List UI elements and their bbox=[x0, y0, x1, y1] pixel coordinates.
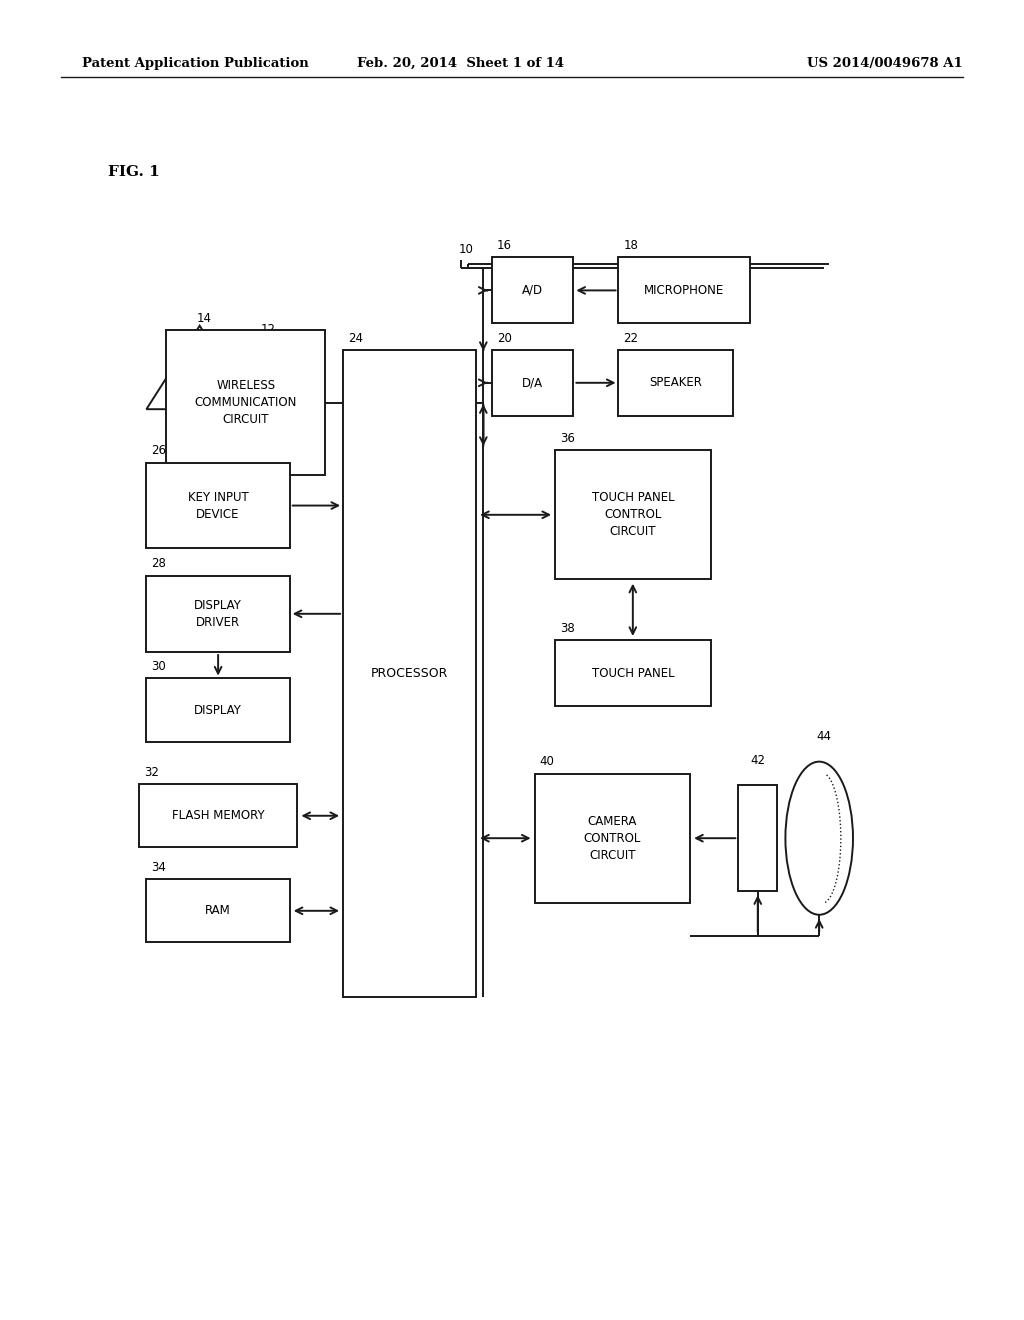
Bar bbox=[618, 257, 750, 323]
Text: 34: 34 bbox=[152, 861, 167, 874]
Bar bbox=[139, 784, 297, 847]
Text: A/D: A/D bbox=[522, 284, 543, 297]
Text: DISPLAY
DRIVER: DISPLAY DRIVER bbox=[195, 599, 242, 628]
Text: SPEAKER: SPEAKER bbox=[649, 376, 702, 389]
Text: 22: 22 bbox=[624, 331, 639, 345]
Text: 10: 10 bbox=[459, 243, 473, 256]
Bar bbox=[343, 350, 476, 997]
Text: KEY INPUT
DEVICE: KEY INPUT DEVICE bbox=[187, 491, 249, 520]
Text: 16: 16 bbox=[497, 239, 512, 252]
Text: US 2014/0049678 A1: US 2014/0049678 A1 bbox=[807, 57, 963, 70]
Text: 40: 40 bbox=[540, 755, 555, 768]
Bar bbox=[166, 330, 326, 475]
Bar bbox=[492, 257, 573, 323]
Bar bbox=[146, 462, 290, 549]
Text: 36: 36 bbox=[560, 432, 575, 445]
Text: FLASH MEMORY: FLASH MEMORY bbox=[172, 809, 264, 822]
Text: 20: 20 bbox=[497, 331, 512, 345]
Text: Feb. 20, 2014  Sheet 1 of 14: Feb. 20, 2014 Sheet 1 of 14 bbox=[357, 57, 564, 70]
Text: CAMERA
CONTROL
CIRCUIT: CAMERA CONTROL CIRCUIT bbox=[584, 814, 641, 862]
Text: FIG. 1: FIG. 1 bbox=[108, 165, 160, 178]
Text: 42: 42 bbox=[751, 754, 765, 767]
Bar bbox=[146, 576, 290, 652]
Text: 12: 12 bbox=[261, 323, 276, 335]
Bar bbox=[555, 450, 711, 579]
Text: PROCESSOR: PROCESSOR bbox=[371, 667, 449, 680]
Text: WIRELESS
COMMUNICATION
CIRCUIT: WIRELESS COMMUNICATION CIRCUIT bbox=[195, 379, 297, 426]
Bar bbox=[146, 678, 290, 742]
Text: D/A: D/A bbox=[522, 376, 543, 389]
Ellipse shape bbox=[785, 762, 853, 915]
Bar bbox=[618, 350, 733, 416]
Text: 14: 14 bbox=[197, 312, 212, 325]
Text: DISPLAY: DISPLAY bbox=[195, 704, 242, 717]
Text: 26: 26 bbox=[152, 445, 167, 458]
Text: Patent Application Publication: Patent Application Publication bbox=[82, 57, 308, 70]
Text: TOUCH PANEL: TOUCH PANEL bbox=[592, 667, 674, 680]
Text: 24: 24 bbox=[348, 331, 364, 345]
Text: RAM: RAM bbox=[205, 904, 231, 917]
Text: 32: 32 bbox=[143, 766, 159, 779]
Bar bbox=[738, 785, 777, 891]
Text: 28: 28 bbox=[152, 557, 167, 570]
Text: 44: 44 bbox=[817, 730, 831, 743]
Text: 30: 30 bbox=[152, 660, 166, 673]
Text: 18: 18 bbox=[624, 239, 639, 252]
Text: MICROPHONE: MICROPHONE bbox=[644, 284, 724, 297]
Bar bbox=[492, 350, 573, 416]
Bar bbox=[146, 879, 290, 942]
Bar bbox=[555, 640, 711, 706]
Text: 38: 38 bbox=[560, 622, 574, 635]
Text: TOUCH PANEL
CONTROL
CIRCUIT: TOUCH PANEL CONTROL CIRCUIT bbox=[592, 491, 674, 539]
Bar bbox=[535, 774, 690, 903]
